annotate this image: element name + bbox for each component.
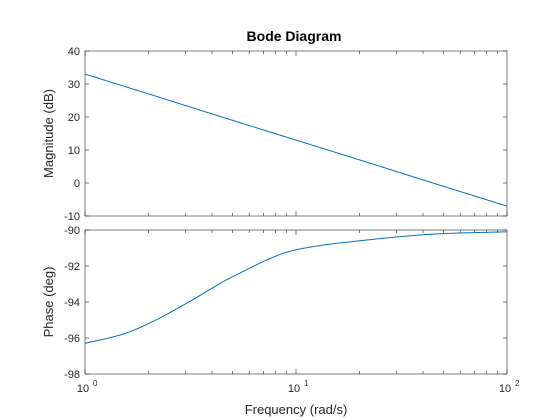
phase-ticks	[84, 229, 508, 375]
phase-y-tick-labels: -90 -92 -94 -96 -98	[64, 225, 80, 381]
magnitude-y-tick-label: 0	[74, 178, 80, 190]
phase-y-tick-label: -92	[64, 261, 80, 273]
magnitude-y-tick-label: 40	[68, 46, 80, 58]
phase-y-tick-label: -94	[64, 297, 80, 309]
x-axis-label: Frequency (rad/s)	[245, 402, 348, 417]
magnitude-y-tick-label: -10	[64, 211, 80, 223]
magnitude-y-tick-label: 20	[68, 112, 80, 124]
x-tick-label-exponent: 2	[515, 379, 520, 388]
phase-series-line	[84, 231, 508, 344]
magnitude-axes-frame	[84, 50, 508, 217]
phase-y-tick-label: -90	[64, 225, 80, 237]
phase-y-tick-label: -98	[64, 369, 80, 381]
magnitude-y-axis-label: Magnitude (dB)	[41, 89, 56, 178]
magnitude-y-tick-label: 10	[68, 145, 80, 157]
magnitude-panel: 40 30 20 10 0 -10 Magnitude (dB)	[41, 46, 508, 223]
magnitude-ticks	[84, 50, 508, 217]
x-tick-label-exponent: 0	[93, 379, 98, 388]
x-tick-label-base: 10	[77, 383, 89, 395]
x-tick-label-base: 10	[288, 383, 300, 395]
x-tick-label-base: 10	[499, 383, 511, 395]
phase-x-tick-labels: 10 0 10 1 10 2	[77, 379, 520, 395]
magnitude-series-line	[84, 73, 508, 207]
x-tick-label-exponent: 1	[304, 379, 309, 388]
phase-panel: -90 -92 -94 -96 -98 10 0 10 1 10 2 Phase (deg) Fr…	[41, 225, 520, 417]
chart-title: Bode Diagram	[247, 28, 342, 44]
magnitude-y-tick-label: 30	[68, 79, 80, 91]
phase-y-tick-label: -96	[64, 333, 80, 345]
magnitude-y-tick-labels: 40 30 20 10 0 -10	[64, 46, 80, 223]
phase-axes-frame	[84, 229, 508, 375]
phase-y-axis-label: Phase (deg)	[41, 267, 56, 338]
